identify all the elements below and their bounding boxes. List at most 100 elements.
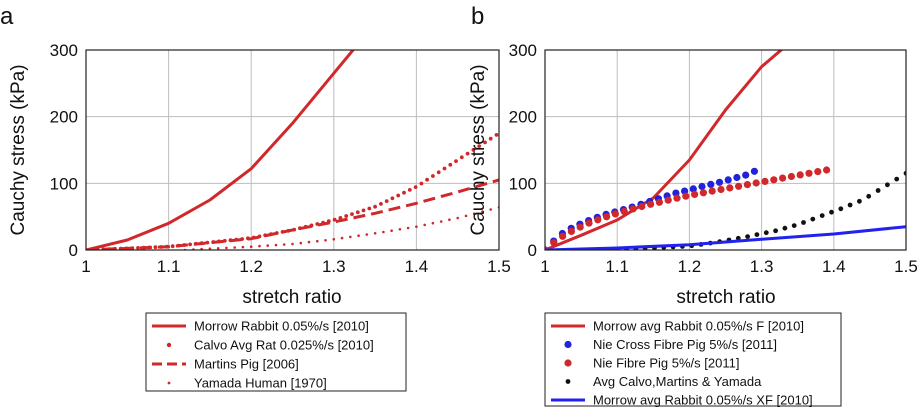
series-marker [752,179,760,187]
series-marker [726,184,734,192]
series-point [373,204,377,209]
series-point [488,136,493,141]
y-tick-label: 300 [509,41,537,60]
series-marker [742,171,750,179]
series-marker [708,187,716,195]
series-marker [782,225,788,231]
series-point [398,228,402,231]
series-marker [629,205,637,213]
series-marker [733,173,741,182]
series-marker [773,228,778,234]
series-marker [603,213,611,221]
y-tick-label: 100 [509,174,537,193]
series-marker [585,219,593,227]
series-point [332,217,337,222]
series-marker [664,196,672,204]
series-marker [638,202,646,211]
series-point [423,223,427,227]
series-point [489,208,493,211]
series-marker [779,174,787,182]
series-line [545,50,784,250]
series-marker [707,180,715,188]
y-tick-label: 0 [528,241,537,260]
series-marker [735,182,743,190]
series-point [266,244,270,247]
series-marker [698,182,706,191]
series-marker [724,176,732,184]
series-point [233,246,236,249]
series-point [188,242,193,247]
series-point [365,233,369,236]
panel-a-series [86,50,499,250]
series-point [415,225,418,228]
series-marker [682,192,690,200]
series-point [299,241,303,245]
series-point [413,185,418,190]
series-point [367,206,372,211]
series-point [390,229,393,232]
series-point [390,196,395,201]
series-point [419,181,424,186]
series-point [384,199,389,204]
series-marker [750,167,759,175]
series-marker [559,232,567,240]
series-point [465,151,470,156]
series-point [439,220,443,223]
series-point [332,238,336,241]
x-tick-label: 1.2 [678,257,702,276]
legend-label: Morrow avg Rabbit 0.05%/s F [2010] [593,319,804,334]
legend-symbol [564,359,572,367]
panel-a-legend: Morrow Rabbit 0.05%/s [2010] Calvo Avg Ra… [152,319,374,391]
series-4 [545,225,906,250]
panel-a-ylabel: Cauchy stress (kPa) [8,64,29,235]
legend-label: Nie Cross Fibre Pig 5%/s [2011] [593,337,777,352]
series-point [454,159,458,164]
series-marker [620,207,628,215]
series-point [282,243,286,246]
series-point [396,193,401,198]
series-marker [763,230,769,236]
legend-label: Morrow Rabbit 0.05%/s [2010] [194,319,369,334]
series-point [407,188,412,192]
series-point [431,174,435,178]
series-marker [791,223,797,229]
x-tick-label: 1 [540,257,549,276]
series-marker [894,176,900,182]
panel-b-ylabel: Cauchy stress (kPa) [468,64,489,235]
series-point [436,170,441,175]
series-point [225,246,228,250]
x-tick-label: 1.3 [322,257,346,276]
series-line [86,178,499,250]
series-point [205,240,210,245]
series-marker [717,185,725,194]
series-point [136,246,140,250]
y-tick-label: 200 [50,108,78,127]
series-marker [801,220,806,225]
series-point [274,243,278,247]
series-marker [699,189,708,197]
series-point [350,212,354,217]
legend-label: Nie Fibre Pig 5%/s [2011] [593,356,739,371]
series-marker [805,169,813,177]
series-0 [545,50,784,250]
series-point [324,239,327,242]
x-tick-label: 1.1 [605,257,629,276]
series-marker [838,206,844,212]
series-marker [823,166,831,174]
series-point [153,245,158,250]
series-marker [866,193,872,199]
panel-a-axes-box [85,49,500,251]
series-marker [875,188,881,193]
series-point [340,236,344,240]
y-tick-label: 300 [50,41,78,60]
series-point [402,190,406,195]
series-2 [545,166,831,250]
series-marker [745,234,750,240]
series-point [344,214,349,218]
series-point [425,177,429,182]
series-point [373,232,377,235]
series-point [448,162,453,167]
series-point [442,166,447,171]
series-point [357,234,360,237]
